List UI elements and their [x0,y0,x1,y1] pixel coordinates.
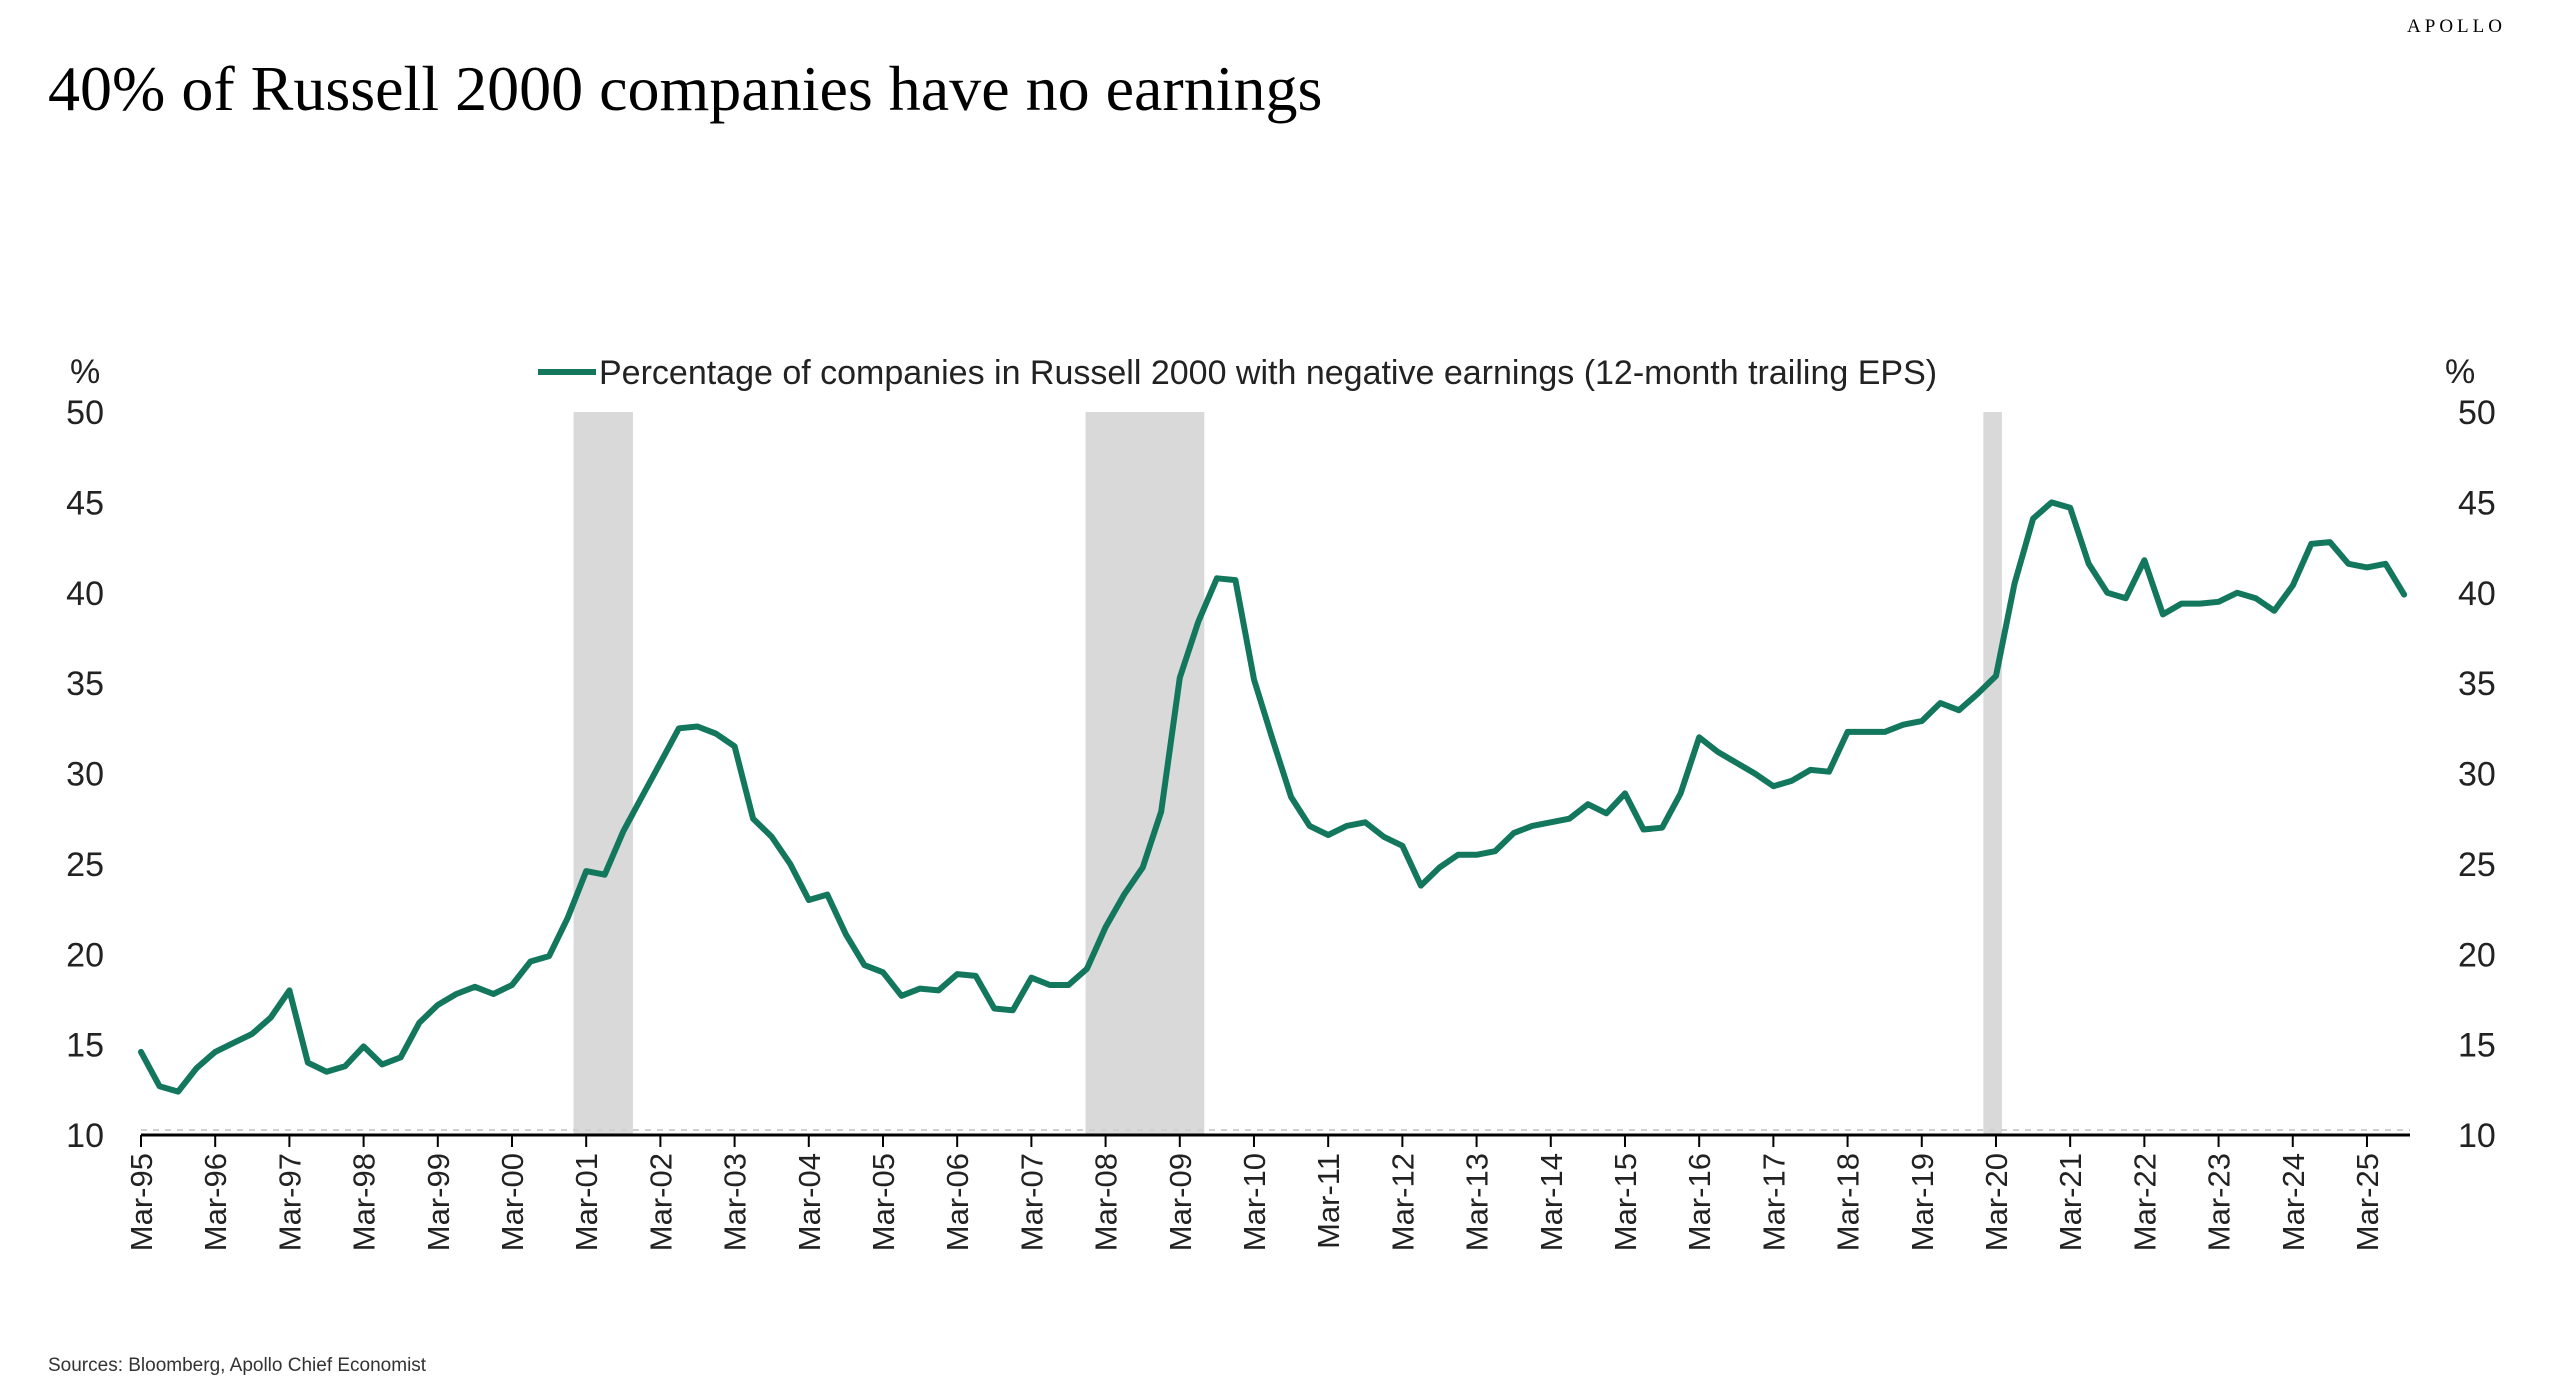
y-tick-right: 40 [2458,575,2496,613]
x-tick-label: Mar-10 [1237,1153,1272,1251]
x-tick-label: Mar-17 [1756,1153,1791,1251]
y-tick-left: 25 [66,846,104,884]
recession-band [1983,412,2002,1135]
x-tick-label: Mar-12 [1385,1153,1420,1251]
x-axis-ticks: Mar-95 Mar-96 Mar-97 Mar-98 Mar-99 Mar-00 Mar-… [124,1135,2385,1251]
x-tick-label: Mar-99 [421,1153,456,1251]
x-tick-label: Mar-06 [940,1153,975,1251]
y-tick-right: 30 [2458,756,2496,794]
y-tick-left: 10 [66,1117,104,1155]
legend: Percentage of companies in Russell 2000 … [538,354,1937,392]
x-tick-label: Mar-25 [2350,1153,2385,1251]
x-tick-label: Mar-20 [1979,1153,2014,1251]
y-unit-right: % [2445,353,2475,391]
source-note: Sources: Bloomberg, Apollo Chief Economi… [48,1355,427,1376]
legend-label: Percentage of companies in Russell 2000 … [599,354,1937,392]
x-tick-label: Mar-21 [2053,1153,2088,1251]
y-tick-right: 45 [2458,484,2496,522]
y-tick-right: 20 [2458,936,2496,974]
axes: % % [70,353,2475,1137]
y-axis-ticks: 10 10 15 15 20 20 25 25 30 30 35 35 40 40 45 45 50 50 [66,394,2496,1155]
y-unit-left: % [70,353,100,391]
y-tick-left: 45 [66,484,104,522]
series-line [138,499,2408,1095]
x-tick-label: Mar-97 [272,1153,307,1251]
x-tick-label: Mar-05 [866,1153,901,1251]
x-tick-label: Mar-04 [792,1153,827,1251]
x-tick-label: Mar-15 [1608,1153,1643,1251]
brand-logo: APOLLO [2407,16,2506,37]
x-tick-label: Mar-01 [569,1153,604,1251]
x-tick-label: Mar-14 [1534,1153,1569,1251]
x-tick-label: Mar-03 [718,1153,753,1251]
y-tick-right: 15 [2458,1027,2496,1065]
x-tick-label: Mar-02 [643,1153,678,1251]
x-tick-label: Mar-08 [1089,1153,1124,1251]
chart-title: 40% of Russell 2000 companies have no ea… [48,53,1323,124]
y-tick-right: 25 [2458,846,2496,884]
x-tick-label: Mar-13 [1460,1153,1495,1251]
x-tick-label: Mar-07 [1014,1153,1049,1251]
recession-bands [573,412,2002,1135]
x-tick-label: Mar-16 [1682,1153,1717,1251]
x-tick-label: Mar-23 [2202,1153,2237,1251]
y-tick-left: 30 [66,756,104,794]
y-tick-right: 35 [2458,665,2496,703]
x-tick-label: Mar-24 [2276,1153,2311,1251]
x-tick-label: Mar-98 [347,1153,382,1251]
y-tick-right: 10 [2458,1117,2496,1155]
x-tick-label: Mar-11 [1311,1153,1346,1249]
y-tick-left: 40 [66,575,104,613]
x-tick-label: Mar-09 [1163,1153,1198,1251]
y-tick-left: 35 [66,665,104,703]
x-tick-label: Mar-95 [124,1153,159,1251]
y-tick-left: 50 [66,394,104,432]
x-tick-label: Mar-00 [495,1153,530,1251]
x-tick-label: Mar-96 [198,1153,233,1251]
y-tick-left: 15 [66,1027,104,1065]
series [138,499,2408,1095]
y-tick-right: 50 [2458,394,2496,432]
x-tick-label: Mar-18 [1831,1153,1866,1251]
x-tick-label: Mar-22 [2127,1153,2162,1251]
recession-band [573,412,633,1135]
y-tick-left: 20 [66,936,104,974]
recession-band [1085,412,1205,1135]
x-tick-label: Mar-19 [1905,1153,1940,1251]
